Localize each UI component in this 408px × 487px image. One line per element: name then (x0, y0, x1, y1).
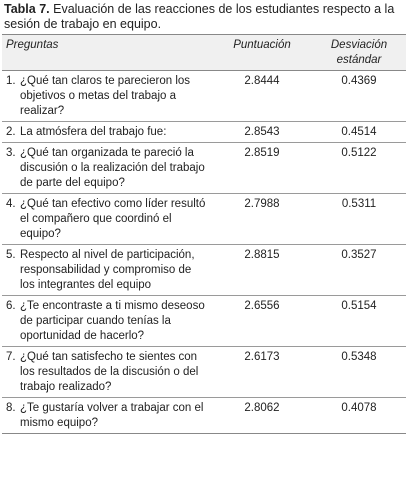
question-cell: 1. ¿Qué tan claros te parecieron los obje… (2, 70, 212, 122)
question-number: 4. (6, 198, 16, 210)
table-container: Preguntas Puntuación Desviación estándar… (2, 34, 406, 434)
question-number: 8. (6, 402, 16, 414)
question-number: 7. (6, 351, 16, 363)
question-cell: 5. Respecto al nivel de participación, re… (2, 244, 212, 296)
table-header: Preguntas Puntuación Desviación estándar (2, 34, 406, 71)
question-cell: 6. ¿Te encontraste a ti mismo deseoso de … (2, 295, 212, 347)
sd-cell: 0.5311 (312, 193, 406, 245)
sd-cell: 0.4078 (312, 397, 406, 434)
question-text: ¿Te encontraste a ti mismo deseoso de pa… (20, 300, 205, 342)
header-puntuacion: Puntuación (212, 34, 312, 71)
score-cell: 2.6556 (212, 295, 312, 347)
sd-cell: 0.4369 (312, 70, 406, 122)
question-text: Respecto al nivel de participación, resp… (20, 249, 195, 291)
score-cell: 2.8444 (212, 70, 312, 122)
header-desviacion: Desviación estándar (312, 34, 406, 71)
question-number: 3. (6, 147, 16, 159)
question-cell: 4. ¿Qué tan efectivo como líder resultó e… (2, 193, 212, 245)
table-caption-text: Evaluación de las reacciones de los estu… (4, 2, 395, 31)
question-number: 6. (6, 300, 16, 312)
question-text: ¿Qué tan satisfecho te sientes con los r… (20, 351, 199, 393)
sd-cell: 0.4514 (312, 121, 406, 143)
sd-cell: 0.5348 (312, 346, 406, 398)
question-text: ¿Qué tan organizada te pareció la discus… (20, 147, 205, 189)
question-text: La atmósfera del trabajo fue: (20, 126, 167, 138)
question-number: 5. (6, 249, 16, 261)
score-cell: 2.7988 (212, 193, 312, 245)
sd-cell: 0.3527 (312, 244, 406, 296)
question-text: ¿Qué tan efectivo como líder resultó el … (20, 198, 206, 240)
table-row: 5. Respecto al nivel de participación, re… (2, 244, 406, 296)
question-number: 1. (6, 75, 16, 87)
table-row: 6. ¿Te encontraste a ti mismo deseoso de … (2, 295, 406, 347)
header-preguntas: Preguntas (2, 34, 212, 71)
score-cell: 2.8062 (212, 397, 312, 434)
question-cell: 7. ¿Qué tan satisfecho te sientes con los… (2, 346, 212, 398)
evaluation-table: Preguntas Puntuación Desviación estándar… (2, 34, 406, 434)
table-row: 3. ¿Qué tan organizada te pareció la disc… (2, 142, 406, 194)
score-cell: 2.8815 (212, 244, 312, 296)
table-body: 1. ¿Qué tan claros te parecieron los obje… (2, 70, 406, 434)
sd-cell: 0.5154 (312, 295, 406, 347)
sd-cell: 0.5122 (312, 142, 406, 194)
question-text: ¿Qué tan claros te parecieron los objeti… (20, 75, 191, 117)
table-row: 8. ¿Te gustaría volver a trabajar con el … (2, 397, 406, 434)
question-number: 2. (6, 126, 16, 138)
table-row: 7. ¿Qué tan satisfecho te sientes con los… (2, 346, 406, 398)
table-label: Tabla 7. (4, 2, 50, 16)
question-cell: 2. La atmósfera del trabajo fue: (2, 121, 212, 143)
question-cell: 8. ¿Te gustaría volver a trabajar con el … (2, 397, 212, 434)
score-cell: 2.8519 (212, 142, 312, 194)
table-row: 2. La atmósfera del trabajo fue: 2.8543 0… (2, 121, 406, 143)
header-row: Preguntas Puntuación Desviación estándar (2, 34, 406, 71)
question-cell: 3. ¿Qué tan organizada te pareció la disc… (2, 142, 212, 194)
score-cell: 2.6173 (212, 346, 312, 398)
table-row: 4. ¿Qué tan efectivo como líder resultó e… (2, 193, 406, 245)
table-caption: Tabla 7. Evaluación de las reacciones de… (4, 2, 404, 32)
score-cell: 2.8543 (212, 121, 312, 143)
table-row: 1. ¿Qué tan claros te parecieron los obje… (2, 70, 406, 122)
question-text: ¿Te gustaría volver a trabajar con el mi… (20, 402, 204, 429)
